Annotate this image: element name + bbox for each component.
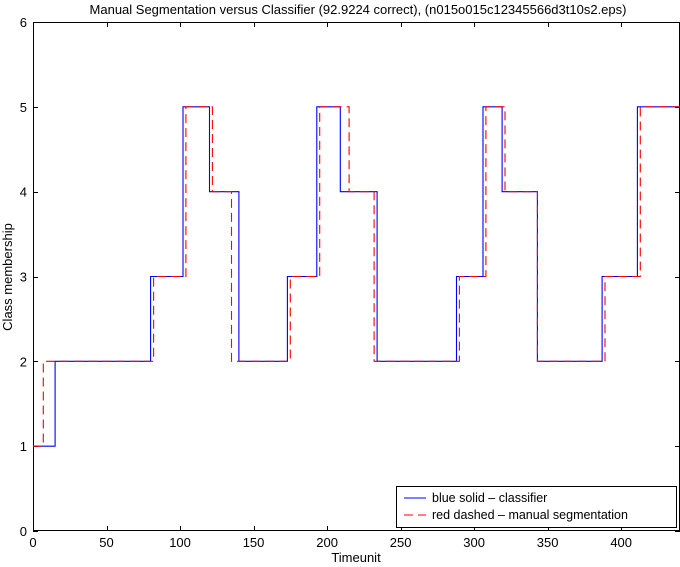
x-tick-label: 200 (316, 535, 338, 550)
legend-entry-label: red dashed – manual segmentation (432, 508, 628, 522)
plot-frame (33, 22, 680, 531)
series-line-classifier (33, 106, 680, 447)
legend-box (396, 486, 677, 528)
plot-area: 0 50 100 150 200 250 300 350 400 0 1 2 3 4 5 6 (20, 15, 680, 550)
y-tick-label: 2 (20, 354, 27, 369)
x-tick-label: 0 (29, 535, 36, 550)
legend: blue solid – classifier red dashed – manu… (396, 486, 677, 528)
y-tick-label: 3 (20, 270, 27, 285)
x-tick-label: 350 (537, 535, 559, 550)
y-tick-label: 6 (20, 15, 27, 30)
series-line-manual-segmentation (33, 106, 680, 447)
y-tick-label: 5 (20, 100, 27, 115)
y-tick-label: 0 (20, 524, 27, 539)
series-layer (33, 106, 680, 447)
y-axis-label: Class membership (0, 223, 15, 331)
x-tick-label: 400 (610, 535, 632, 550)
x-tick-label: 100 (169, 535, 191, 550)
y-axis: 0 1 2 3 4 5 6 (20, 15, 680, 539)
y-tick-label: 4 (20, 185, 27, 200)
chart-title: Manual Segmentation versus Classifier (9… (90, 2, 627, 17)
y-tick-label: 1 (20, 439, 27, 454)
legend-entry-label: blue solid – classifier (432, 491, 547, 505)
x-tick-label: 150 (243, 535, 265, 550)
x-tick-label: 250 (390, 535, 412, 550)
x-tick-label: 50 (99, 535, 113, 550)
x-axis-label: Timeunit (331, 550, 381, 565)
x-tick-label: 300 (463, 535, 485, 550)
x-axis: 0 50 100 150 200 250 300 350 400 (29, 22, 632, 550)
